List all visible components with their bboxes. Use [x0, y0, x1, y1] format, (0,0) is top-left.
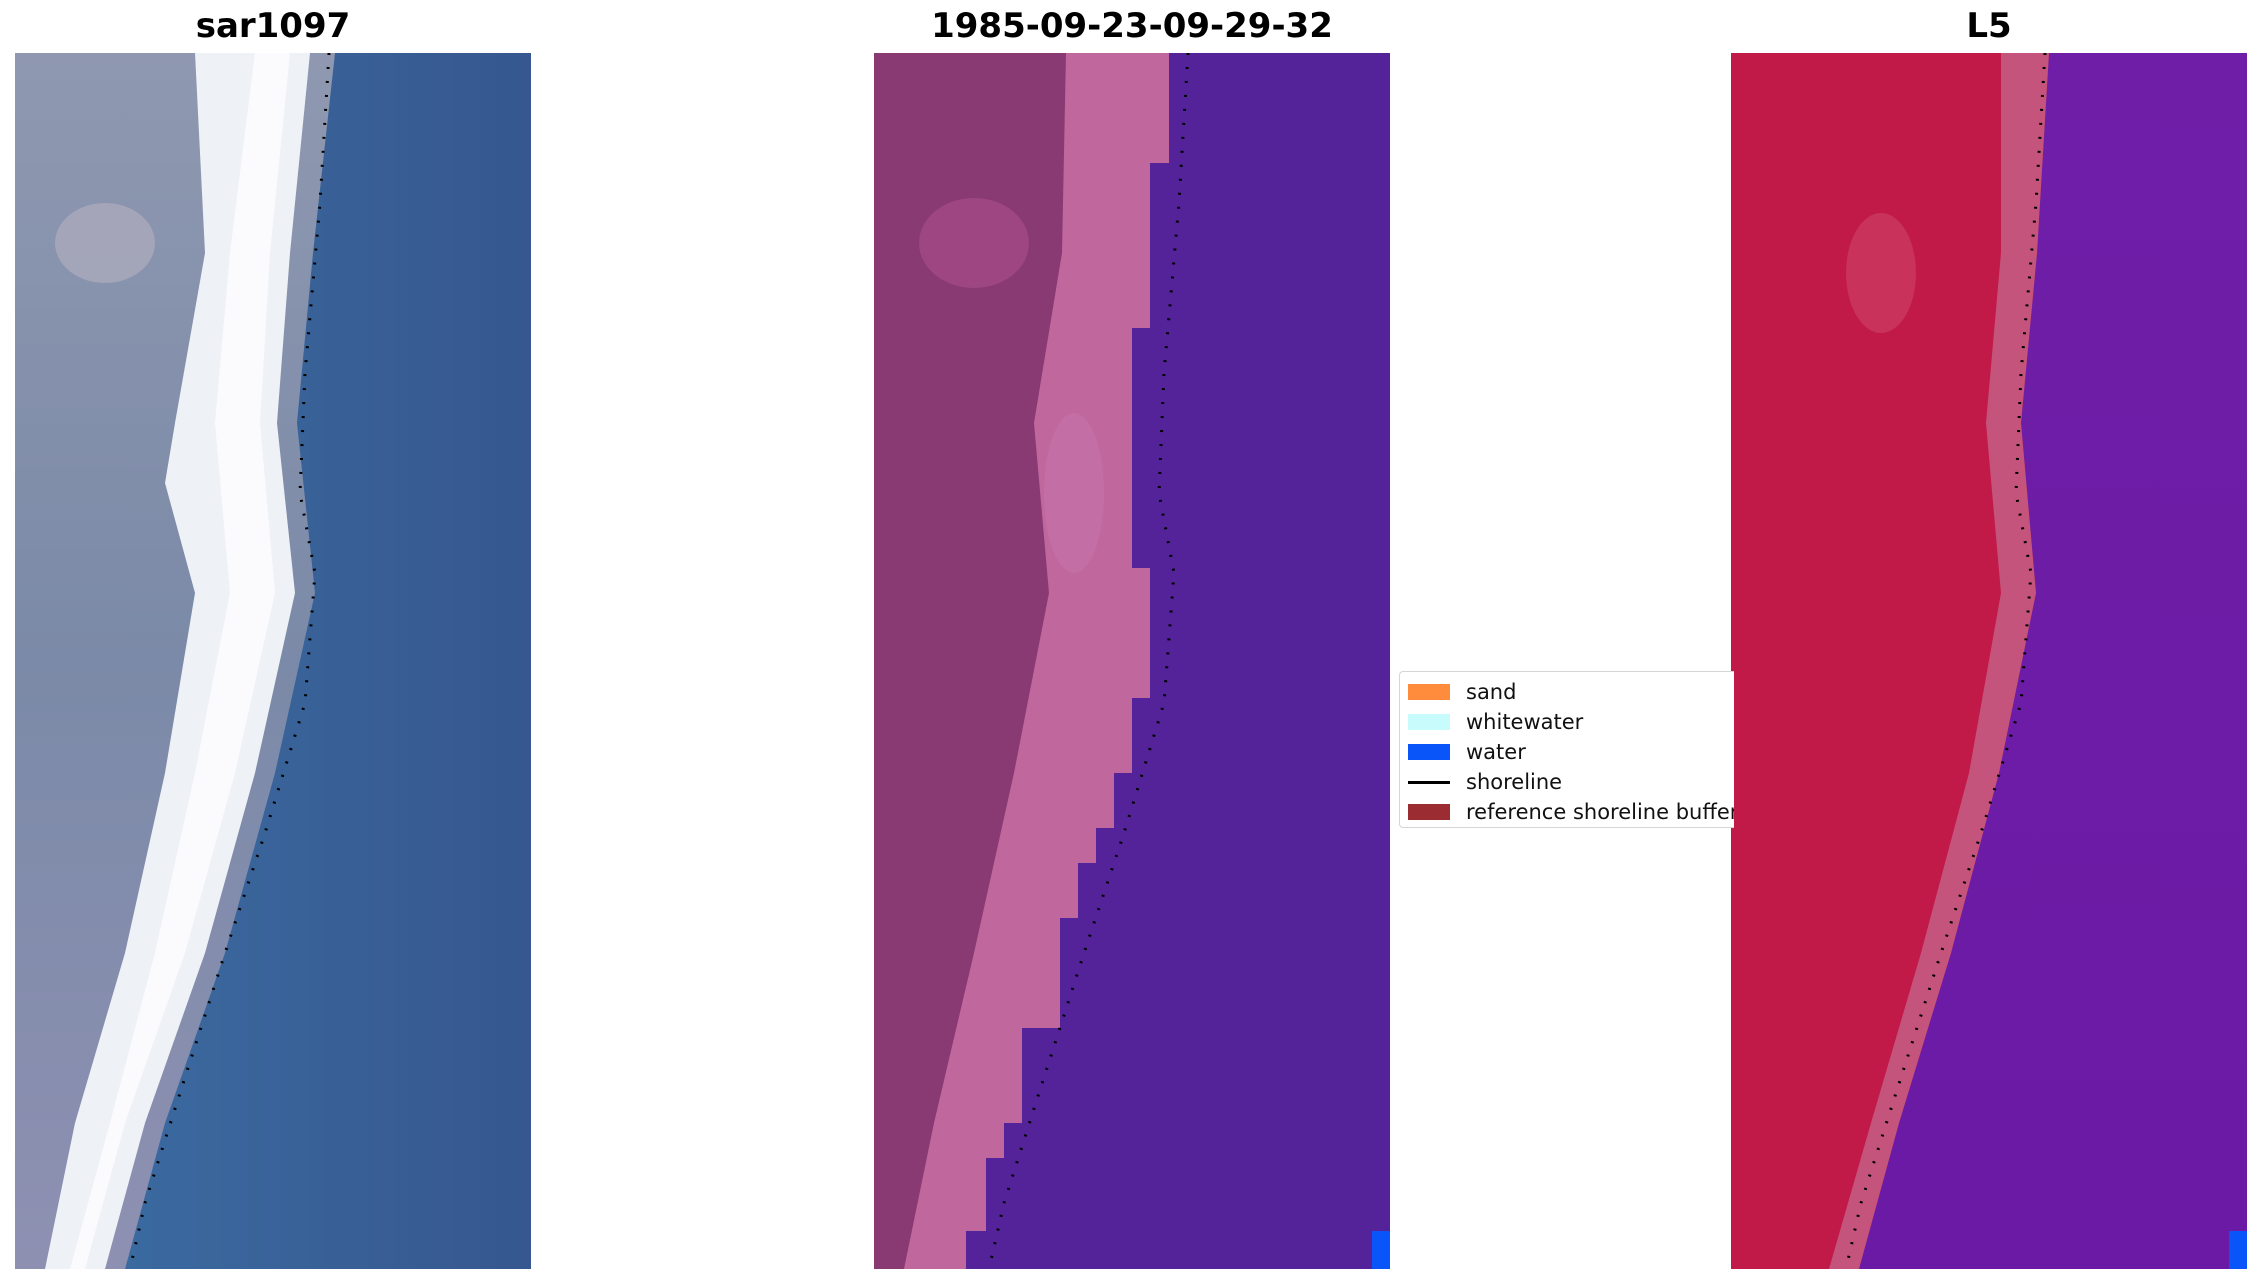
index-beach-area: [1829, 53, 2049, 1269]
legend-item-sand: sand: [1408, 678, 1516, 706]
legend-item-whitewater: whitewater: [1408, 708, 1583, 736]
legend-swatch-sand: [1408, 684, 1450, 700]
classification-panel: [874, 53, 1390, 1269]
class-land-area: [874, 53, 1066, 1269]
index-image: [1731, 53, 2247, 1269]
class-beach-patch: [1044, 413, 1104, 573]
rgb-surf-core: [70, 53, 290, 1269]
legend-item-reference-buffer: reference shoreline buffer: [1408, 798, 1734, 826]
class-land-patch: [919, 198, 1029, 288]
legend-label: water: [1466, 740, 1526, 764]
class-water-patch: [1372, 1231, 1390, 1269]
legend-item-shoreline: shoreline: [1408, 768, 1562, 796]
index-water-patch: [2229, 1231, 2247, 1269]
panel-title-classification: 1985-09-23-09-29-32: [931, 6, 1333, 46]
panel-title-rgb: sar1097: [195, 6, 351, 46]
legend-swatch-water: [1408, 744, 1450, 760]
legend-line-shoreline: [1408, 780, 1450, 784]
rgb-image: [15, 53, 531, 1269]
legend-label: whitewater: [1466, 710, 1584, 734]
rgb-bright-patch: [55, 203, 155, 283]
index-land-patch: [1846, 213, 1916, 333]
legend-swatch-whitewater: [1408, 714, 1450, 730]
index-panel: [1731, 53, 2247, 1269]
legend-label: shoreline: [1466, 770, 1563, 794]
legend-item-water: water: [1408, 738, 1526, 766]
panel-title-index: L5: [1966, 6, 2012, 46]
index-land-area: [1731, 53, 2049, 1269]
classification-image: [874, 53, 1390, 1269]
legend: sand whitewater water shoreline referenc…: [1399, 671, 1734, 828]
legend-label: sand: [1466, 680, 1517, 704]
rgb-image-panel: [15, 53, 531, 1269]
legend-swatch-reference-buffer: [1408, 804, 1450, 820]
legend-label: reference shoreline buffer: [1466, 800, 1734, 824]
